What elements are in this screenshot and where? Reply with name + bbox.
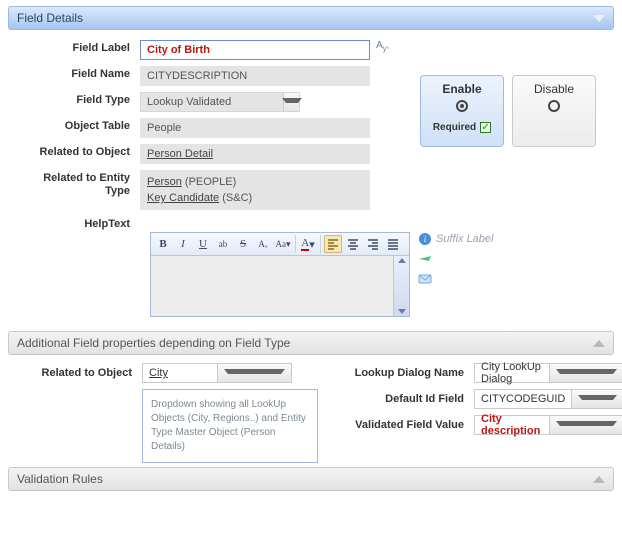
- label-lookup-dialog: Lookup Dialog Name: [346, 367, 474, 379]
- field-type-select[interactable]: Lookup Validated: [140, 92, 300, 112]
- scroll-up-icon[interactable]: [398, 258, 406, 263]
- required-checkbox[interactable]: ✓: [480, 122, 491, 133]
- collapse-icon[interactable]: [593, 340, 605, 347]
- label-helptext: HelpText: [12, 216, 140, 230]
- small-caps-icon[interactable]: Aᵥ: [254, 235, 272, 253]
- related-object-value: Person Detail: [140, 144, 370, 164]
- field-type-value: Lookup Validated: [141, 94, 283, 110]
- dropdown-icon: [571, 390, 622, 408]
- field-name-value: CITYDESCRIPTION: [140, 66, 370, 86]
- font-size-icon[interactable]: Aa▾: [274, 235, 292, 253]
- enable-button[interactable]: Enable Required ✓: [420, 75, 504, 147]
- strikethrough-icon[interactable]: S: [234, 235, 252, 253]
- dropdown-icon: [283, 93, 299, 111]
- enable-label: Enable: [442, 82, 481, 96]
- helptext-editor[interactable]: B I U ab S Aᵥ Aa▾ A▾: [150, 232, 410, 317]
- label-related-object-2: Related to Object: [14, 367, 142, 379]
- related-object-select[interactable]: City: [142, 363, 292, 383]
- default-id-value: CITYCODEGUID: [475, 391, 571, 407]
- dropdown-icon: [217, 364, 292, 382]
- font-color-icon[interactable]: A▾: [299, 235, 317, 253]
- underline-icon[interactable]: U: [194, 235, 212, 253]
- editor-toolbar: B I U ab S Aᵥ Aa▾ A▾: [151, 233, 409, 256]
- required-label: Required: [433, 122, 476, 133]
- translate-icon[interactable]: Ay,: [376, 40, 389, 53]
- panel-header-field-details[interactable]: Field Details: [8, 6, 614, 30]
- scroll-down-icon[interactable]: [398, 309, 406, 314]
- label-validated: Validated Field Value: [346, 419, 474, 431]
- object-table-value: People: [140, 118, 370, 138]
- note-icon[interactable]: [418, 272, 432, 286]
- label-field-name: Field Name: [12, 66, 140, 80]
- related-object-tooltip: Dropdown showing all LookUp Objects (Cit…: [142, 389, 318, 463]
- panel-header-validation[interactable]: Validation Rules: [8, 467, 614, 491]
- align-left-icon[interactable]: [324, 235, 342, 253]
- related-entity-value: Person (PEOPLE) Key Candidate (S&C): [140, 170, 370, 210]
- label-related-entity: Related to Entity Type: [12, 170, 140, 198]
- collapse-icon[interactable]: [593, 15, 605, 22]
- checkmark-flag-icon[interactable]: [418, 252, 432, 266]
- disable-radio-icon: [548, 100, 560, 112]
- info-icon[interactable]: i: [418, 232, 432, 246]
- disable-button[interactable]: Disable: [512, 75, 596, 147]
- lookup-dialog-value: City LookUp Dialog: [475, 359, 549, 387]
- default-id-select[interactable]: CITYCODEGUID: [474, 389, 622, 409]
- align-right-icon[interactable]: [364, 235, 382, 253]
- dropdown-icon: [549, 416, 622, 434]
- editor-scrollbar[interactable]: [393, 256, 409, 316]
- label-field-label: Field Label: [12, 40, 140, 54]
- label-related-object: Related to Object: [12, 144, 140, 158]
- validation-title: Validation Rules: [17, 472, 103, 486]
- disable-label: Disable: [534, 82, 574, 96]
- align-justify-icon[interactable]: [384, 235, 402, 253]
- field-label-input[interactable]: [140, 40, 370, 60]
- validated-select[interactable]: City description: [474, 415, 622, 435]
- enable-radio-icon: [456, 100, 468, 112]
- lookup-dialog-select[interactable]: City LookUp Dialog: [474, 363, 622, 383]
- suffix-label: Suffix Label: [436, 233, 493, 245]
- strike-icon[interactable]: ab: [214, 235, 232, 253]
- editor-textarea[interactable]: [151, 256, 393, 316]
- dropdown-icon: [549, 364, 622, 382]
- collapse-icon[interactable]: [593, 476, 605, 483]
- validated-value: City description: [475, 411, 549, 439]
- label-default-id: Default Id Field: [346, 393, 474, 405]
- panel-title: Field Details: [17, 11, 83, 25]
- related-object-2-value: City: [143, 365, 217, 381]
- panel-header-additional[interactable]: Additional Field properties depending on…: [8, 331, 614, 355]
- italic-icon[interactable]: I: [174, 235, 192, 253]
- align-center-icon[interactable]: [344, 235, 362, 253]
- bold-icon[interactable]: B: [154, 235, 172, 253]
- label-object-table: Object Table: [12, 118, 140, 132]
- label-field-type: Field Type: [12, 92, 140, 106]
- additional-title: Additional Field properties depending on…: [17, 336, 290, 350]
